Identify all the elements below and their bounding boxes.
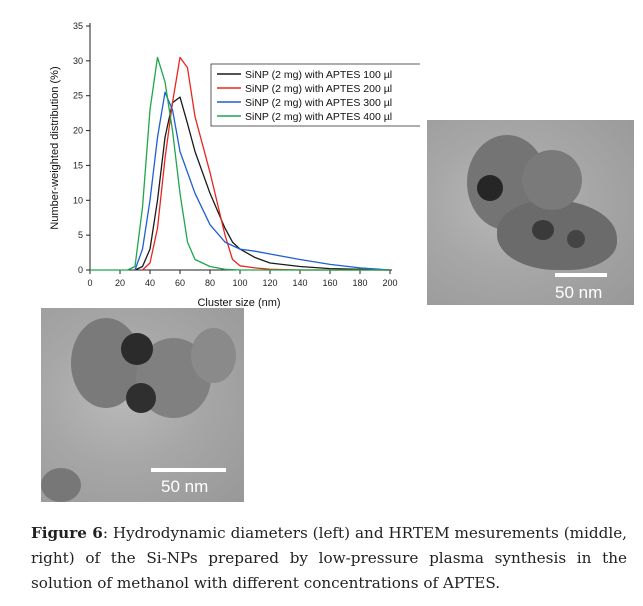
x-tick-label: 80	[205, 278, 215, 288]
particle-cluster	[191, 328, 236, 383]
y-tick-label: 15	[73, 160, 83, 170]
figure-label: Figure 6	[31, 524, 103, 542]
y-tick-label: 0	[78, 265, 83, 275]
series-line-1	[134, 96, 391, 271]
tem-image-left: 50 nm	[41, 308, 244, 502]
x-tick-label: 120	[262, 278, 277, 288]
tem-image-right: 50 nm	[427, 120, 634, 305]
x-tick-label: 0	[87, 278, 92, 288]
chart-series	[90, 56, 391, 271]
y-tick-label: 25	[73, 91, 83, 101]
series-line-3	[134, 91, 391, 271]
x-tick-label: 200	[382, 278, 397, 288]
chart-axes	[89, 23, 392, 271]
scale-bar	[555, 273, 607, 277]
chart-ticks: 0 20 40 60 80 100 120 140 160 180 200 0 5 10 15 20 25 30 3…	[73, 21, 398, 288]
y-axis-label: Number-weighted distribution (%)	[49, 66, 61, 229]
particle-cluster	[41, 468, 81, 502]
x-tick-label: 60	[175, 278, 185, 288]
legend-entry: SiNP (2 mg) with APTES 400 µl	[245, 111, 392, 123]
x-axis-label: Cluster size (nm)	[197, 297, 280, 309]
scale-bar-label: 50 nm	[555, 283, 603, 302]
chart-legend: SiNP (2 mg) with APTES 100 µl SiNP (2 mg)…	[210, 63, 420, 127]
y-tick-label: 20	[73, 126, 83, 136]
legend-entry: SiNP (2 mg) with APTES 200 µl	[245, 83, 392, 95]
x-tick-label: 20	[115, 278, 125, 288]
x-tick-label: 140	[292, 278, 307, 288]
particle-dark	[121, 333, 153, 365]
series-line-4	[90, 56, 390, 271]
particle-cluster	[522, 150, 582, 210]
x-tick-label: 40	[145, 278, 155, 288]
particle-dark	[477, 175, 503, 201]
y-tick-label: 35	[73, 21, 83, 31]
y-tick-label: 5	[78, 230, 83, 240]
particle-dark	[567, 230, 585, 248]
scale-bar	[151, 468, 226, 472]
y-tick-label: 30	[73, 56, 83, 66]
figure-caption: Figure 6: Hydrodynamic diameters (left) …	[31, 521, 627, 596]
x-tick-label: 160	[322, 278, 337, 288]
x-tick-label: 100	[232, 278, 247, 288]
size-distribution-chart: 0 20 40 60 80 100 120 140 160 180 200 0 5 10 15 20 25 30 3…	[49, 21, 420, 309]
legend-box	[210, 63, 420, 127]
particle-dark	[126, 383, 156, 413]
particle-dark	[532, 220, 554, 240]
y-tick-label: 10	[73, 195, 83, 205]
legend-entry: SiNP (2 mg) with APTES 100 µl	[245, 69, 392, 81]
scale-bar-label: 50 nm	[161, 477, 209, 496]
caption-text: : Hydrodynamic diameters (left) and HRTE…	[31, 524, 628, 592]
particle-cluster	[497, 200, 617, 270]
x-tick-label: 180	[352, 278, 367, 288]
legend-entry: SiNP (2 mg) with APTES 300 µl	[245, 97, 392, 109]
